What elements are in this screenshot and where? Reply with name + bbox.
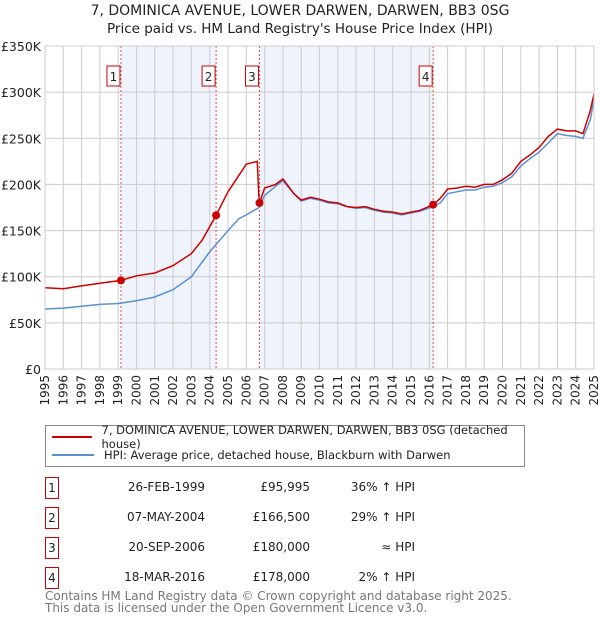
sale-label: 4: [422, 70, 430, 84]
y-tick-label: £50K: [9, 316, 42, 331]
legend-label: HPI: Average price, detached house, Blac…: [104, 448, 451, 462]
transaction-date: 18-MAR-2016: [124, 570, 205, 584]
sale-point: [255, 198, 264, 207]
transaction-number: 3: [45, 537, 59, 559]
x-tick-label: 2012: [349, 375, 363, 406]
transaction-hpi-diff: ≈ HPI: [381, 540, 415, 554]
x-tick-label: 2018: [459, 375, 473, 406]
plot-frame: [44, 45, 595, 370]
transaction-number: 1: [45, 477, 59, 499]
transaction-number: 2: [45, 507, 59, 529]
transaction-number: 4: [45, 567, 59, 589]
footer: Contains HM Land Registry data © Crown c…: [45, 590, 512, 614]
sale-label-box: [418, 65, 433, 87]
price-chart: 1995 1996 1997 1998 1999 2000 2001 2002 2003 2004…: [1, 39, 600, 406]
x-tick-label: 1999: [111, 375, 125, 406]
x-tick-label: 2002: [166, 375, 180, 406]
sale-point: [116, 276, 125, 285]
x-tick-label: 2008: [276, 375, 290, 406]
transaction-hpi-diff: 36% ↑ HPI: [350, 480, 415, 494]
chart-title: 7, DOMINICA AVENUE, LOWER DARWEN, DARWEN…: [90, 3, 510, 19]
y-tick-label: £0: [25, 362, 41, 377]
y-tick-label: £150K: [1, 224, 42, 239]
x-tick-label: 2021: [514, 375, 528, 406]
x-tick-label: 2019: [477, 375, 491, 406]
transaction-date: 20-SEP-2006: [128, 540, 205, 554]
transaction-price: £166,500: [252, 510, 310, 524]
footer-copyright: Contains HM Land Registry data © Crown c…: [45, 589, 512, 603]
sale-label-box: [201, 65, 216, 87]
sale-label: 3: [248, 70, 256, 84]
y-tick-label: £200K: [1, 177, 42, 192]
red-line-swatch: [52, 436, 92, 438]
x-tick-label: 2016: [422, 375, 436, 406]
y-tick-label: £250K: [1, 131, 42, 146]
x-tick-label: 2024: [569, 375, 583, 406]
x-tick-label: 1997: [75, 375, 89, 406]
blue-line-swatch: [52, 454, 94, 456]
x-tick-label: 2023: [550, 375, 564, 406]
transaction-hpi-diff: 2% ↑ HPI: [358, 570, 415, 584]
x-tick-label: 2006: [239, 375, 253, 406]
transaction-hpi-diff: 29% ↑ HPI: [350, 510, 415, 524]
x-tick-label: 2009: [294, 375, 308, 406]
property-price-line: [44, 93, 595, 290]
sale-label: 2: [205, 70, 213, 84]
legend-item-hpi: HPI: Average price, detached house, Blac…: [52, 446, 451, 464]
x-tick-label: 2004: [203, 375, 217, 406]
x-tick-label: 2005: [221, 375, 235, 406]
x-tick-label: 2015: [404, 375, 418, 406]
y-tick-label: £100K: [1, 270, 42, 285]
sale-label-box: [106, 65, 121, 87]
transaction-date: 07-MAY-2004: [126, 510, 205, 524]
transaction-date: 26-FEB-1999: [127, 480, 205, 494]
transaction-price: £180,000: [252, 540, 310, 554]
x-tick-label: 2011: [331, 375, 345, 406]
x-tick-label: 2003: [184, 375, 198, 406]
footer-licence: This data is licensed under the Open Gov…: [45, 601, 428, 615]
sale-point: [429, 200, 438, 209]
x-tick-label: 1996: [56, 375, 70, 406]
x-tick-label: 2007: [258, 375, 272, 406]
shaded-period: [120, 46, 217, 369]
hpi-line: [44, 99, 595, 310]
x-tick-label: 2001: [148, 375, 162, 406]
sale-label-box: [244, 65, 259, 87]
x-tick-label: 2020: [496, 375, 510, 406]
x-tick-label: 1998: [93, 375, 107, 406]
x-tick-label: 2014: [386, 375, 400, 406]
sale-point: [212, 211, 221, 220]
shaded-period: [259, 46, 434, 369]
x-tick-label: 2017: [441, 375, 455, 406]
legend: 7, DOMINICA AVENUE, LOWER DARWEN, DARWEN…: [45, 423, 525, 467]
sale-label: 1: [110, 70, 118, 84]
x-tick-label: 2013: [367, 375, 381, 406]
transaction-price: £95,995: [260, 480, 310, 494]
y-tick-label: £350K: [1, 39, 42, 54]
y-tick-label: £300K: [1, 85, 42, 100]
chart-subtitle: Price paid vs. HM Land Registry's House …: [107, 21, 493, 37]
legend-item-property: 7, DOMINICA AVENUE, LOWER DARWEN, DARWEN…: [52, 423, 524, 451]
legend-label: 7, DOMINICA AVENUE, LOWER DARWEN, DARWEN…: [101, 423, 508, 451]
x-tick-label: 2000: [130, 375, 144, 406]
x-tick-label: 2010: [313, 375, 327, 406]
x-tick-label: 2022: [532, 375, 546, 406]
x-tick-label: 2025: [587, 375, 600, 406]
transaction-price: £178,000: [252, 570, 310, 584]
x-tick-label: 1995: [38, 375, 52, 406]
